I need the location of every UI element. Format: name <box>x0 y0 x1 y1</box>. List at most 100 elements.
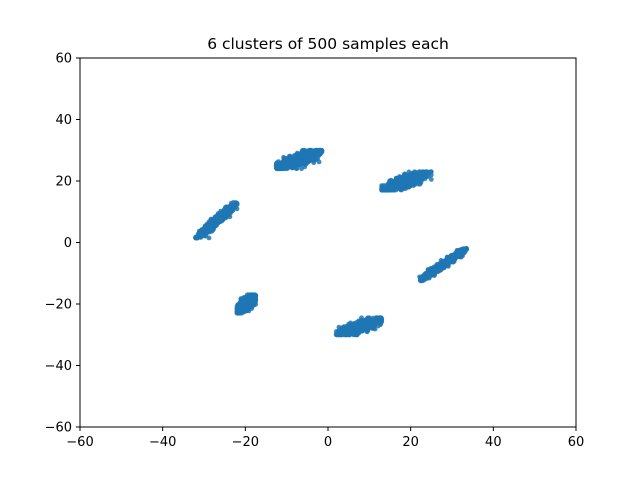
scatter-point <box>370 320 376 326</box>
points-layer <box>193 147 469 338</box>
scatter-point <box>400 175 406 181</box>
scatter-point <box>431 267 437 272</box>
scatter-point <box>361 327 366 333</box>
scatter-point <box>336 324 342 330</box>
scatter-point <box>435 267 441 272</box>
scatter-point <box>379 315 384 321</box>
scatter-point <box>356 325 362 331</box>
scatter-point <box>448 253 454 258</box>
scatter-point <box>450 256 456 262</box>
scatter-point <box>363 323 369 329</box>
scatter-point <box>336 332 342 338</box>
scatter-point <box>391 187 397 193</box>
scatter-point <box>281 158 286 164</box>
scatter-point <box>297 159 303 165</box>
scatter-point <box>422 176 428 182</box>
scatter-point <box>247 300 253 306</box>
scatter-point <box>291 163 297 169</box>
x-tick-label: 0 <box>324 435 332 450</box>
x-tick-label: −20 <box>232 435 259 450</box>
scatter-point <box>388 183 394 189</box>
scatter-point <box>336 328 342 334</box>
scatter-point <box>310 154 315 160</box>
scatter-point <box>392 183 398 188</box>
scatter-point <box>194 235 200 241</box>
scatter-point <box>245 296 250 302</box>
y-tick-label: −20 <box>45 298 72 313</box>
x-axis: −60 −40 −20 0 20 40 60 <box>66 427 584 450</box>
scatter-point <box>319 148 325 154</box>
x-tick-label: 60 <box>568 435 585 450</box>
x-tick-label: −40 <box>149 435 176 450</box>
scatter-point <box>220 211 225 217</box>
scatter-point <box>417 172 423 178</box>
scatter-point <box>379 319 385 325</box>
y-tick-label: −60 <box>45 421 72 436</box>
x-tick-label: 20 <box>402 435 419 450</box>
scatter-point <box>304 156 310 161</box>
scatter-point <box>289 160 295 165</box>
scatter-point <box>455 253 460 258</box>
scatter-point <box>299 166 304 172</box>
scatter-point <box>273 163 279 169</box>
scatter-point <box>315 156 320 161</box>
scatter-point <box>202 226 208 232</box>
scatter-point <box>348 326 353 332</box>
scatter-point <box>395 182 401 188</box>
scatter-point <box>230 200 236 205</box>
scatter-point <box>428 177 434 182</box>
scatter-point <box>462 246 468 252</box>
y-tick-label: 20 <box>55 175 72 190</box>
scatter-point <box>214 215 220 221</box>
cluster-2 <box>273 147 325 172</box>
scatter-point <box>224 212 229 218</box>
x-tick-label: −60 <box>66 435 93 450</box>
scatter-point <box>350 331 356 337</box>
scatter-point <box>234 206 240 212</box>
scatter-point <box>420 274 425 280</box>
scatter-point <box>302 151 307 157</box>
scatter-point <box>455 248 461 254</box>
y-tick-label: −40 <box>45 359 72 374</box>
scatter-point <box>357 321 362 327</box>
scatter-point <box>237 305 243 310</box>
scatter-point <box>280 165 286 171</box>
scatter-point <box>379 187 385 192</box>
scatter-point <box>238 296 244 301</box>
scatter-point <box>237 310 243 316</box>
scatter-point <box>402 180 408 185</box>
plot-frame <box>79 57 577 428</box>
cluster-4 <box>417 246 469 284</box>
scatter-point <box>418 180 424 186</box>
y-axis: −60 −40 −20 0 20 40 60 <box>45 52 80 436</box>
y-tick-label: 40 <box>55 113 72 128</box>
scatter-point <box>345 332 350 338</box>
scatter-point <box>426 173 431 179</box>
scatter-point <box>239 300 245 305</box>
scatter-point <box>230 204 236 210</box>
y-tick-label: 0 <box>64 236 72 251</box>
y-tick-label: 60 <box>55 52 72 67</box>
scatter-point <box>309 158 315 163</box>
scatter-point <box>406 169 412 175</box>
scatter-point <box>417 169 423 175</box>
scatter-point <box>234 202 240 208</box>
cluster-3 <box>379 169 434 193</box>
scatter-point <box>315 149 321 155</box>
scatter-point <box>418 278 424 284</box>
scatter-point <box>209 217 215 222</box>
scatter-point <box>360 318 366 324</box>
scatter-point <box>364 329 370 335</box>
scatter-point <box>411 175 417 181</box>
scatter-point <box>242 309 247 315</box>
scatter-point <box>288 154 293 160</box>
cluster-5 <box>333 315 385 338</box>
cluster-6 <box>234 292 259 316</box>
scatter-point <box>371 324 376 330</box>
chart-title: 6 clusters of 500 samples each <box>207 35 449 53</box>
scatter-point <box>214 222 220 228</box>
scatter-point <box>206 223 212 229</box>
scatter-point <box>197 230 203 236</box>
